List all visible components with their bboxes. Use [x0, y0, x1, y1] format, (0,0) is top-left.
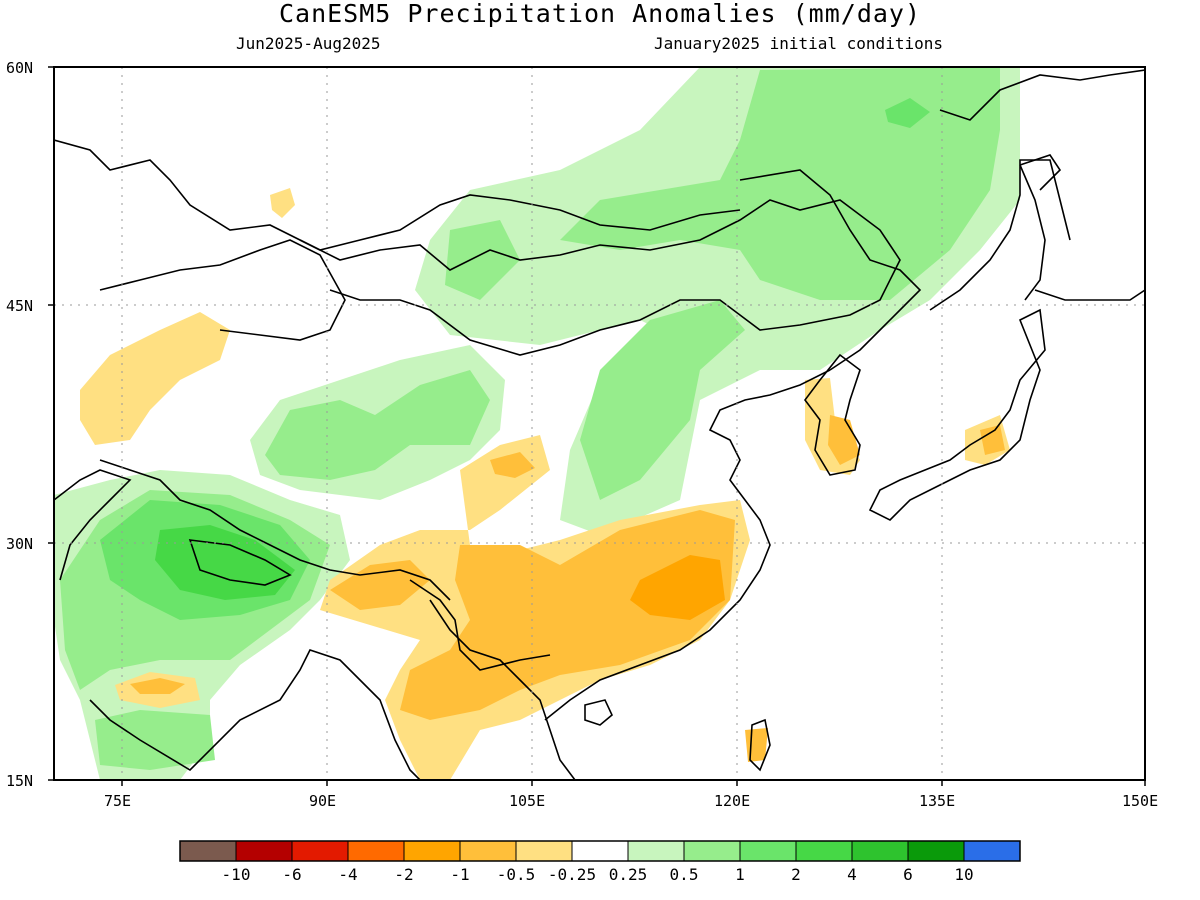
- colorbar-swatch-10: [684, 841, 740, 861]
- anomaly-field: [54, 67, 1145, 780]
- anomaly-region-south-china-core: [400, 510, 735, 720]
- coastline-sakhalin: [1019, 164, 1046, 301]
- coastline-russia-east: [939, 69, 1145, 121]
- map-title: CanESM5 Precipitation Anomalies (mm/day): [278, 0, 922, 28]
- colorbar-label: -10: [222, 865, 251, 884]
- lat-label-60: 60N: [6, 59, 33, 77]
- coastline-eurasia-north: [54, 139, 741, 251]
- initial-conditions: January2025 initial conditions: [654, 34, 943, 53]
- anomaly-region-inner-mongolia: [445, 220, 520, 300]
- colorbar-swatch-14: [908, 841, 964, 861]
- anomaly-region-dzungaria: [270, 188, 295, 218]
- anomaly-region-kazakhstan: [80, 312, 230, 445]
- colorbar-swatch-5: [404, 841, 460, 861]
- colorbar-swatch-1: [180, 841, 236, 861]
- coastline-taiwan: [749, 718, 771, 772]
- gridlines: [54, 67, 1145, 780]
- anomaly-region-korea: [828, 415, 860, 465]
- border-india-tibet: [99, 459, 451, 601]
- colorbar-label: 4: [847, 865, 857, 884]
- tick-marks: [48, 66, 1146, 786]
- colorbar-swatch-9: [628, 841, 684, 861]
- coastline-japan-hokkaido: [1034, 289, 1145, 301]
- lat-label-15: 15N: [6, 772, 33, 790]
- colorbar-label: -0.5: [497, 865, 536, 884]
- colorbar-dividers: [235, 841, 965, 861]
- border-myanmar-china: [409, 579, 551, 671]
- forecast-period: Jun2025-Aug2025: [236, 34, 381, 53]
- colorbar: -10 -6 -4 -2 -1 -0.5 -0.25 0.25 0.5 1 2 …: [179, 840, 1021, 884]
- colorbar-label: -0.25: [548, 865, 596, 884]
- colorbar-label: 0.5: [670, 865, 699, 884]
- lon-label-90: 90E: [309, 792, 336, 810]
- anomaly-region-south-china-max: [630, 555, 725, 620]
- coastline-korea: [804, 353, 861, 476]
- anomaly-region-nepal: [155, 525, 295, 600]
- colorbar-label: 10: [954, 865, 973, 884]
- colorbar-swatch-3: [292, 841, 348, 861]
- border-indochina: [429, 599, 576, 780]
- coastline-japan-honshu: [868, 308, 1046, 521]
- anomaly-region-central-india-neg-core: [130, 678, 185, 694]
- anomaly-region-north-china-plain: [580, 300, 745, 500]
- colorbar-label: -6: [282, 865, 301, 884]
- colorbar-swatch-4: [348, 841, 404, 861]
- map-frame: [53, 66, 1146, 781]
- colorbar-swatch-2: [236, 841, 292, 861]
- colorbar-label: 2: [791, 865, 801, 884]
- anomaly-region-central-india: [95, 710, 215, 770]
- lon-label-135: 135E: [919, 792, 955, 810]
- colorbar-swatch-11: [740, 841, 796, 861]
- colorbar-label: 1: [735, 865, 745, 884]
- border-nepal: [188, 539, 292, 586]
- colorbar-label: 6: [903, 865, 913, 884]
- colorbar-swatch-13: [852, 841, 908, 861]
- lat-label-30: 30N: [6, 535, 33, 553]
- lon-label-105: 105E: [509, 792, 545, 810]
- lon-label-120: 120E: [714, 792, 750, 810]
- anomaly-region-japan-core: [980, 425, 1005, 455]
- lat-label-45: 45N: [6, 297, 33, 315]
- border-south-asia: [54, 469, 132, 581]
- colorbar-label: -1: [450, 865, 469, 884]
- colorbar-label: -4: [338, 865, 357, 884]
- colorbar-swatch-8: [572, 841, 628, 861]
- colorbar-swatch-15: [964, 841, 1020, 861]
- border-mongolia: [299, 199, 901, 356]
- anomaly-region-sichuan: [490, 452, 535, 478]
- border-kazakhstan: [99, 239, 346, 341]
- lon-label-150: 150E: [1122, 792, 1158, 810]
- lon-label-75: 75E: [104, 792, 131, 810]
- anomaly-region-tibet-west-core: [265, 370, 490, 480]
- coastline-kamchatka-west: [1019, 154, 1062, 191]
- anomaly-region-peak-east: [885, 98, 930, 128]
- border-china-manchuria: [739, 169, 922, 371]
- colorbar-frame: [179, 840, 1021, 862]
- colorbar-swatch-12: [796, 841, 852, 861]
- coastline-hainan: [584, 699, 613, 726]
- coastline-bay-of-bengal: [89, 649, 421, 780]
- colorbar-swatch-7: [516, 841, 572, 861]
- colorbar-label: -2: [394, 865, 413, 884]
- anomaly-region-mongolia-core: [560, 67, 1000, 300]
- coastlines: [54, 69, 1145, 780]
- colorbar-label: 0.25: [609, 865, 648, 884]
- coastline-siberia-east: [929, 159, 1071, 311]
- colorbar-swatch-6: [460, 841, 516, 861]
- coastline-china-east: [544, 369, 831, 721]
